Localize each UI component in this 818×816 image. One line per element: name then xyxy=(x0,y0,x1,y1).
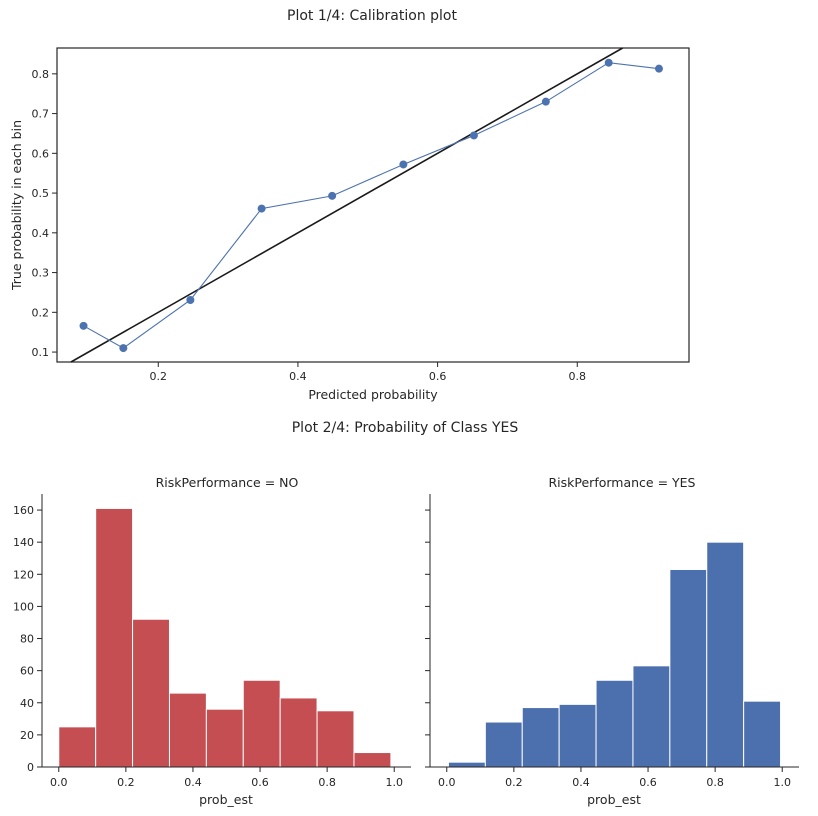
histogram-bar-no xyxy=(242,679,281,768)
calibration-point xyxy=(79,321,88,330)
histogram-bar-yes xyxy=(706,541,745,768)
histogram-bar-no xyxy=(132,618,170,768)
calibration-point xyxy=(654,64,663,73)
panel-no-x-tick-label: 1.0 xyxy=(385,776,403,789)
panel-yes-x-tick-label: 0.8 xyxy=(706,776,724,789)
panel-no-y-tick-label: 0 xyxy=(27,761,34,774)
histogram-bar-no xyxy=(316,710,355,768)
panel-no-x-label: prob_est xyxy=(199,792,253,807)
calibration-y-tick-label: 0.3 xyxy=(32,267,50,280)
calibration-axes-frame xyxy=(56,47,690,363)
panel-no-x-tick-label: 0.2 xyxy=(117,776,135,789)
panel-no-y-tick-label: 60 xyxy=(20,665,34,678)
panel-no-y-tick-label: 160 xyxy=(13,504,34,517)
reference-diagonal-line xyxy=(70,47,624,363)
calibration-series-line xyxy=(83,62,660,349)
calibration-y-ticks: 0.1 0.2 0.3 0.4 0.5 0.6 0.7 0.8 xyxy=(32,68,57,359)
panel-no-x-tick-label: 0.4 xyxy=(184,776,202,789)
calibration-point xyxy=(399,160,408,169)
panel-yes-title: RiskPerformance = YES xyxy=(548,475,695,490)
panel-yes-x-tick-label: 0.0 xyxy=(438,776,456,789)
panel-no-y-ticks: 0 20 40 60 80 100 120 140 160 xyxy=(13,504,42,774)
histogram-bar-no xyxy=(58,726,97,768)
panel-yes-x-tick-label: 0.6 xyxy=(639,776,657,789)
panel-no-bars xyxy=(58,507,392,768)
histogram-bar-no xyxy=(279,697,318,768)
panel-yes-x-tick-label: 0.2 xyxy=(505,776,523,789)
calibration-y-label: True probability in each bin xyxy=(9,120,24,291)
panel-no-x-ticks: 0.0 0.2 0.4 0.6 0.8 1.0 xyxy=(50,767,403,789)
histogram-bar-yes xyxy=(595,679,634,768)
histogram-bar-no xyxy=(168,692,207,768)
histogram-bar-yes xyxy=(521,707,560,768)
calibration-plot: 0.2 0.4 0.6 0.8 0.1 0.2 0.3 0.4 0.5 0.6 0.7 0.8 xyxy=(32,47,690,383)
calibration-y-tick-label: 0.1 xyxy=(32,346,50,359)
histogram-title: Plot 2/4: Probability of Class YES xyxy=(292,420,519,436)
histogram-panel-yes: RiskPerformance = YES 0.0 0.2 0.4 0.6 0.8 1.0… xyxy=(425,475,799,807)
calibration-point xyxy=(186,295,195,304)
histogram-bar-yes xyxy=(447,761,486,768)
calibration-y-tick-label: 0.6 xyxy=(32,147,50,160)
panel-no-y-tick-label: 100 xyxy=(13,600,34,613)
histogram-bar-yes xyxy=(743,700,782,768)
histogram-bar-no xyxy=(353,752,392,768)
calibration-point xyxy=(119,344,128,353)
calibration-point xyxy=(469,131,478,140)
calibration-y-tick-label: 0.8 xyxy=(32,68,50,81)
histogram-bar-yes xyxy=(484,721,523,768)
panel-no-x-tick-label: 0.6 xyxy=(251,776,269,789)
calibration-point xyxy=(604,58,613,67)
panel-yes-bars xyxy=(447,541,782,768)
panel-no-y-tick-label: 140 xyxy=(13,536,34,549)
panel-no-x-tick-label: 0.0 xyxy=(50,776,68,789)
calibration-y-tick-label: 0.7 xyxy=(32,108,50,121)
panel-no-y-tick-label: 120 xyxy=(13,568,34,581)
calibration-y-tick-label: 0.5 xyxy=(32,187,50,200)
panel-no-x-tick-label: 0.8 xyxy=(318,776,336,789)
histogram-bar-yes xyxy=(632,665,671,768)
calibration-point xyxy=(328,191,337,200)
panel-no-y-tick-label: 40 xyxy=(20,697,34,710)
histogram-bar-no xyxy=(95,507,134,768)
calibration-series xyxy=(79,58,663,353)
calibration-x-ticks: 0.2 0.4 0.6 0.8 xyxy=(150,362,587,383)
histogram-bar-yes xyxy=(558,703,597,768)
histogram-bar-no xyxy=(205,708,244,768)
panel-no-y-tick-label: 80 xyxy=(20,633,34,646)
calibration-x-tick-label: 0.6 xyxy=(429,370,447,383)
calibration-point xyxy=(257,204,266,213)
panel-yes-x-ticks: 0.0 0.2 0.4 0.6 0.8 1.0 xyxy=(438,767,791,789)
panel-yes-x-label: prob_est xyxy=(587,792,641,807)
calibration-y-tick-label: 0.2 xyxy=(32,306,50,319)
calibration-reference-line xyxy=(70,47,624,363)
histogram-panel-no: RiskPerformance = NO 0 20 40 60 80 100 120 140 1… xyxy=(13,475,411,807)
panel-no-title: RiskPerformance = NO xyxy=(156,475,299,490)
calibration-title: Plot 1/4: Calibration plot xyxy=(287,8,458,24)
calibration-x-tick-label: 0.8 xyxy=(569,370,587,383)
calibration-x-tick-label: 0.2 xyxy=(150,370,168,383)
calibration-y-tick-label: 0.4 xyxy=(32,227,50,240)
panel-no-y-tick-label: 20 xyxy=(20,729,34,742)
calibration-x-tick-label: 0.4 xyxy=(289,370,307,383)
histogram-bar-yes xyxy=(669,568,708,768)
calibration-x-label: Predicted probability xyxy=(308,387,438,402)
panel-yes-x-tick-label: 0.4 xyxy=(572,776,590,789)
panel-yes-x-tick-label: 1.0 xyxy=(773,776,791,789)
panel-yes-y-ticks xyxy=(425,509,430,768)
calibration-point xyxy=(541,97,550,106)
